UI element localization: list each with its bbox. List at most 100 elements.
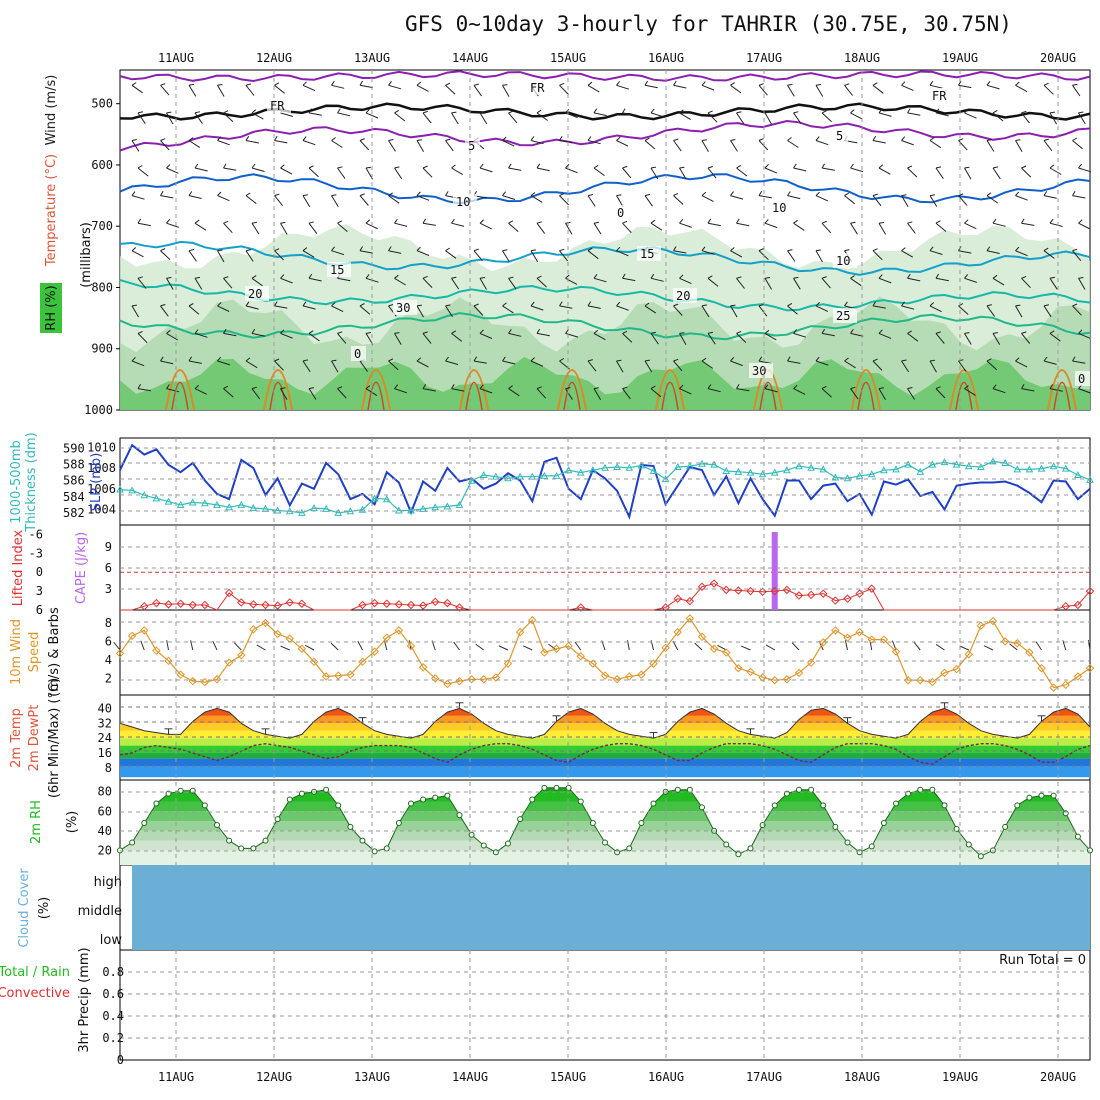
wind-barb-flag <box>929 359 935 362</box>
contour-label-bg <box>833 253 857 268</box>
axis-labels: 5006007008009001000590588586584582101010… <box>0 51 1076 1084</box>
rh-point <box>553 784 560 791</box>
wind-barb <box>245 305 259 310</box>
wind-barb-flag <box>730 82 735 86</box>
cloud-level-label: high <box>94 875 122 890</box>
wind-barb-flag <box>365 332 371 334</box>
temp-contour-35 <box>563 382 581 411</box>
wind-barb-flag <box>907 165 913 169</box>
wind-barb-flag <box>251 221 257 224</box>
thickness-point <box>552 471 561 479</box>
wind-barb-flag <box>280 387 286 390</box>
wind-barb <box>445 360 459 365</box>
wind-barb <box>901 84 914 91</box>
wind-barb <box>793 112 802 124</box>
thickness-point <box>237 500 246 508</box>
wind-barb <box>274 305 288 309</box>
wind-barb-flag <box>188 249 195 252</box>
lifted-index-point <box>249 600 258 609</box>
wind-barb <box>445 250 457 259</box>
wind-barb-flag <box>451 218 455 224</box>
contour-label-bg <box>245 286 269 301</box>
wind-speed-point <box>176 670 185 679</box>
wind-barb-flag <box>530 192 536 196</box>
wind-barb <box>701 140 709 152</box>
wind-barb-flag <box>302 301 307 307</box>
temp-contour-35 <box>269 382 287 411</box>
wind-barb <box>217 140 230 146</box>
wind-barb <box>194 332 208 338</box>
wind-speed-point <box>1037 663 1046 673</box>
wind-barb-flag <box>821 276 827 279</box>
wind-speed-point <box>709 644 719 654</box>
wind-barb-flag <box>815 302 820 307</box>
wind-speed-point <box>127 631 137 641</box>
wind-barb-flag <box>707 384 712 389</box>
wind-barb-flag <box>758 191 763 196</box>
rh-point <box>347 823 354 830</box>
wind-barb-flag <box>758 83 764 86</box>
wind-barb <box>616 305 629 311</box>
wind-barb <box>986 140 995 152</box>
wind-barb-flag <box>644 302 650 307</box>
rh-point <box>965 841 972 848</box>
wind-barb <box>131 140 140 152</box>
wind-barb-flag <box>901 136 906 141</box>
wind-barb <box>587 140 601 145</box>
rh-point <box>359 837 366 844</box>
wind-barb <box>479 332 493 339</box>
wind-barb <box>587 305 601 309</box>
wind-barb-flag <box>502 302 507 307</box>
wind-barb <box>815 305 829 312</box>
wind-barb-flag <box>559 301 563 307</box>
wind-barb <box>730 250 743 258</box>
lifted-index-point <box>782 585 792 595</box>
wind-barb <box>1043 305 1052 318</box>
wind-barb-flag <box>536 328 541 334</box>
wind-barb <box>764 112 772 125</box>
profile-tick-label: 600 <box>91 158 113 172</box>
rh-point <box>129 839 136 846</box>
wind-barb <box>935 277 949 282</box>
wind-barb <box>502 360 516 365</box>
thickness-point <box>1086 475 1094 483</box>
wind-barb-flag <box>422 165 428 169</box>
wind-barb-flag <box>872 358 878 362</box>
wind-speed-point <box>988 616 998 626</box>
wind-barb-flag <box>1072 248 1078 252</box>
wind-barb <box>188 250 197 262</box>
wind-barb <box>188 360 202 364</box>
lifted-index-point <box>855 589 864 598</box>
wind-barb-flag <box>587 194 594 197</box>
temp-contour-35 <box>171 382 189 411</box>
wind-speed-point <box>540 648 549 657</box>
wind-barb <box>992 388 1006 394</box>
wind-barb <box>787 140 799 148</box>
wind-barb <box>331 305 344 313</box>
wind-barb-flag <box>1043 82 1049 86</box>
rh-point <box>977 853 984 860</box>
wind-barb <box>359 305 371 315</box>
wind-barb-flag <box>217 249 223 252</box>
wind-barb-flag <box>502 84 508 86</box>
wind-barb <box>679 388 692 395</box>
wind-barb-flag <box>736 218 740 224</box>
wind-tick: 2 <box>105 671 112 685</box>
wind-speed-point <box>770 675 779 685</box>
lifted-index-point <box>685 596 695 606</box>
wind-barb-flag <box>166 111 172 114</box>
wind-speed-point <box>552 644 561 654</box>
rh-point <box>1026 794 1033 801</box>
wind-barb <box>274 360 284 371</box>
wind-speed-point <box>831 626 840 635</box>
wind-barb-flag <box>679 332 685 334</box>
wind-barb <box>616 250 629 257</box>
rh-point <box>1014 802 1021 809</box>
thickness-point <box>479 471 488 479</box>
wind-barb-flag <box>536 221 542 224</box>
wind-barb-flag <box>644 137 650 141</box>
wind-barb-flag <box>302 136 307 141</box>
wind-barb-flag <box>530 249 536 252</box>
wind-barb <box>536 277 547 288</box>
wind-barb-flag <box>1021 165 1027 169</box>
